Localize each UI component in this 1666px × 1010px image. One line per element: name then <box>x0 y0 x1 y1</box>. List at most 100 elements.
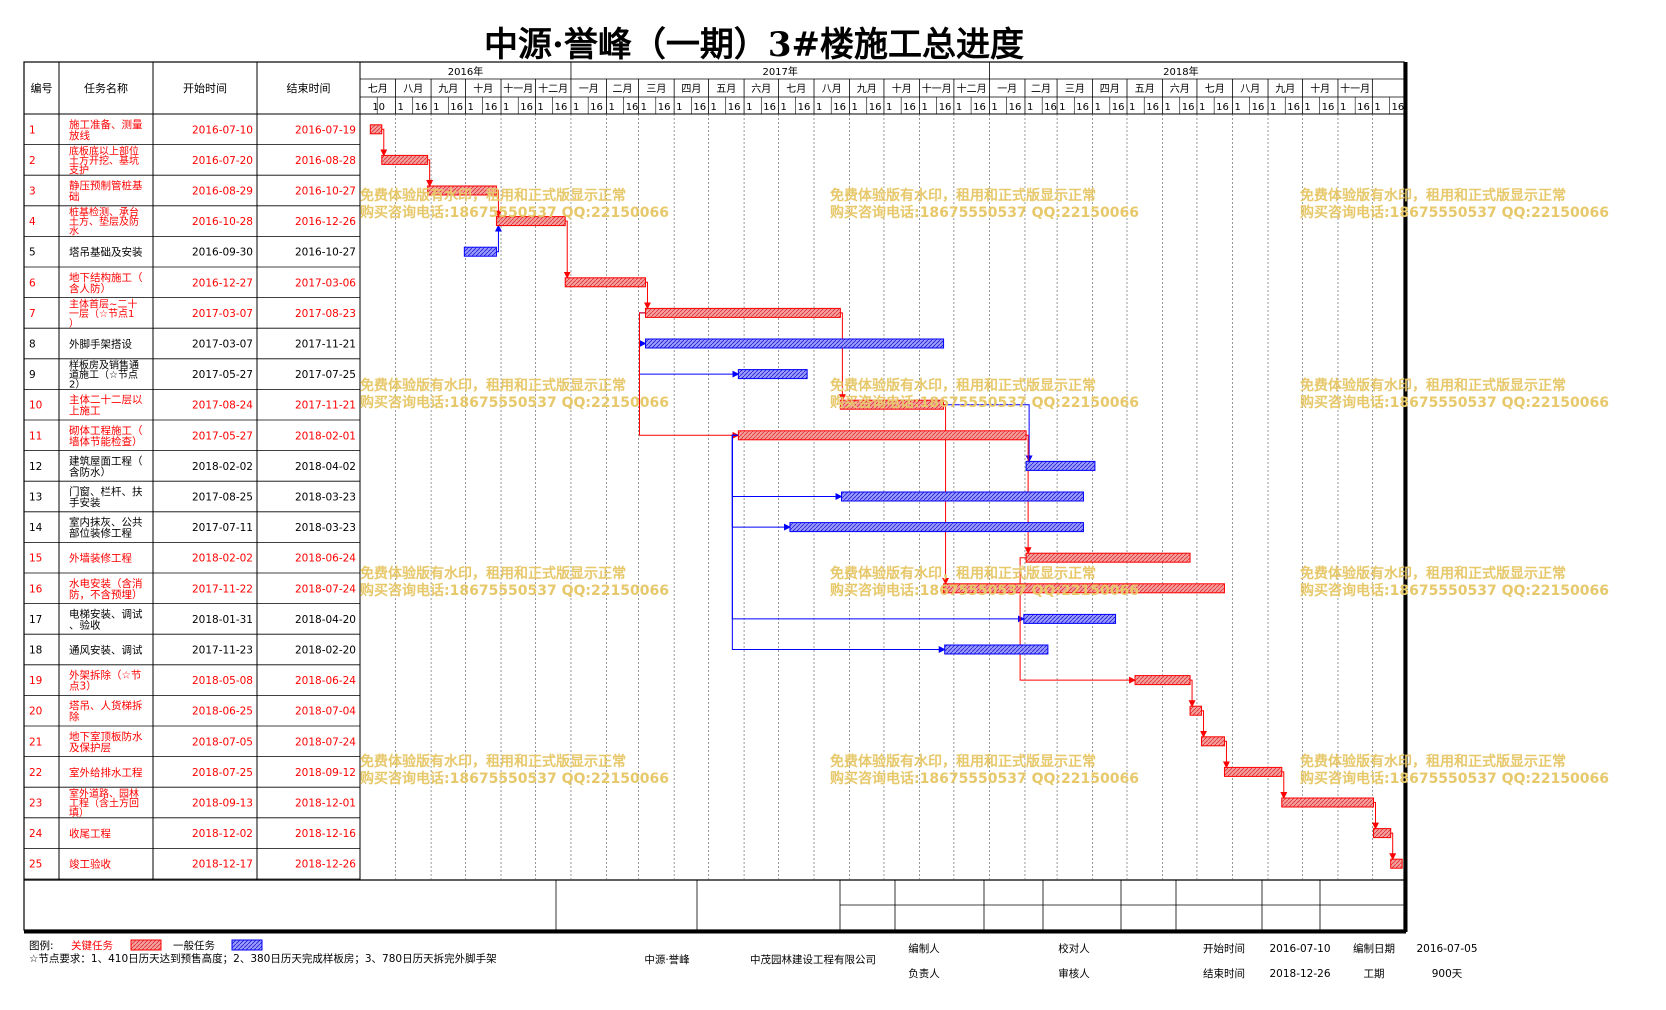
task-start: 2017-11-22 <box>192 583 253 595</box>
day-tick-label: 1 <box>1270 102 1276 113</box>
task-end: 2016-12-26 <box>295 216 356 228</box>
day-tick-label: 16 <box>939 102 952 113</box>
task-bar-21 <box>1201 736 1225 747</box>
task-bar-25 <box>1390 858 1403 869</box>
day-tick-label: 1 <box>1234 102 1240 113</box>
task-end: 2018-02-20 <box>295 645 356 657</box>
month-label: 二月 <box>613 83 633 95</box>
dependency-link <box>638 312 740 439</box>
day-tick-label: 1 <box>433 102 439 113</box>
task-end: 2018-03-23 <box>295 492 356 504</box>
day-tick-label: 1 <box>711 102 717 113</box>
dependency-link <box>838 312 846 402</box>
day-tick-label: 1 <box>1199 102 1205 113</box>
day-tick-label: 1 <box>676 102 682 113</box>
table-row: 2 底板底以上部位土方开挖、基坑支护 2016-07-20 2016-08-28 <box>29 144 356 176</box>
task-id: 24 <box>29 828 43 840</box>
task-start: 2018-02-02 <box>192 553 253 565</box>
dependency-link <box>426 159 434 187</box>
legend-critical-swatch <box>130 939 162 951</box>
task-start: 2018-06-25 <box>192 706 253 718</box>
task-name: 电梯安装、调试、验收 <box>69 607 143 631</box>
day-tick-label: 1 <box>780 102 786 113</box>
task-name: 收尾工程 <box>69 827 111 840</box>
task-bar-6 <box>564 277 646 288</box>
task-name: 地下室顶板防水及保护层 <box>69 730 143 754</box>
day-tick-label: 16 <box>1009 102 1022 113</box>
year-label: 2017年 <box>762 65 797 78</box>
month-label: 六月 <box>751 83 771 95</box>
month-label: 一月 <box>997 83 1017 95</box>
day-tick-label: 1 <box>1129 102 1135 113</box>
day-tick-label: 16 <box>1146 102 1159 113</box>
day-tick-label: 1 <box>816 102 822 113</box>
watermark-line1: 免费体验版有水印，租用和正式版显示正常 <box>1300 565 1566 582</box>
month-label: 一月 <box>579 83 599 95</box>
day-tick-label: 1 <box>398 102 404 113</box>
task-bar-12 <box>1025 460 1096 471</box>
table-row: 11 砌体工程施工（墙体节能检查） 2017-05-27 2018-02-01 <box>29 424 356 448</box>
day-tick-label: 1 <box>956 102 962 113</box>
day-tick-label: 16 <box>693 102 706 113</box>
task-end: 2018-06-24 <box>295 553 356 565</box>
task-bar-11 <box>737 430 1027 441</box>
watermark-line2: 购买咨询电话:18675550537 QQ:22150066 <box>1300 582 1609 599</box>
task-end: 2018-12-01 <box>295 798 356 810</box>
footer-company-short: 中源·誉峰 <box>644 953 690 966</box>
day-tick-label: 1 <box>641 102 647 113</box>
task-end: 2016-07-19 <box>295 124 356 136</box>
day-tick-label: 1 <box>1165 102 1171 113</box>
day-tick-label: 16 <box>1112 102 1125 113</box>
footer: 图例: 关键任务 一般任务 ☆节点要求：1、410日历天达到预售高度；2、380… <box>29 939 1478 980</box>
task-bar-13 <box>841 491 1084 502</box>
day-tick-label: 16 <box>1216 102 1229 113</box>
footer-start-value: 2016-07-10 <box>1269 943 1330 955</box>
task-end: 2018-03-23 <box>295 522 356 534</box>
table-row: 14 室内抹灰、公共部位装修工程 2017-07-11 2018-03-23 <box>29 516 356 540</box>
task-end: 2017-11-21 <box>295 400 356 412</box>
task-id: 1 <box>29 124 36 136</box>
table-row: 5 塔吊基础及安装 2016-09-30 2016-10-27 <box>29 246 356 259</box>
dependency-link <box>563 220 571 279</box>
task-end: 2016-08-28 <box>295 155 356 167</box>
watermark-line1: 免费体验版有水印，租用和正式版显示正常 <box>1300 377 1566 394</box>
table-row: 9 样板房及销售通道施工（☆节点 2） 2017-05-27 2017-07-25 <box>29 359 356 391</box>
footer-reviewer-label: 审核人 <box>1058 967 1090 980</box>
task-id: 7 <box>29 308 36 320</box>
task-name: 底板底以上部位土方开挖、基坑支护 <box>69 144 139 176</box>
month-label: 十月 <box>1310 82 1330 95</box>
watermark-line2: 购买咨询电话:18675550537 QQ:22150066 <box>360 770 669 787</box>
footer-date-value: 2016-07-05 <box>1416 943 1477 955</box>
month-label: 三月 <box>1065 83 1085 95</box>
task-start: 2016-07-10 <box>192 124 253 136</box>
task-id: 8 <box>29 339 36 351</box>
task-end: 2017-11-21 <box>295 339 356 351</box>
chart-title: 中源·誉峰（一期）3#楼施工总进度 <box>484 25 1024 65</box>
table-row: 6 地下结构施工（含人防） 2016-12-27 2017-03-06 <box>29 271 356 295</box>
task-id: 21 <box>29 736 42 748</box>
watermark-line2: 购买咨询电话:18675550537 QQ:22150066 <box>1300 394 1609 411</box>
task-bar-5 <box>463 246 497 257</box>
task-id: 13 <box>29 492 42 504</box>
task-start: 2018-07-25 <box>192 767 253 779</box>
month-label: 九月 <box>857 83 877 95</box>
watermark-line2: 购买咨询电话:18675550537 QQ:22150066 <box>1300 204 1609 221</box>
dependency-link <box>1389 832 1397 861</box>
task-start: 2017-05-27 <box>192 430 253 442</box>
table-row: 12 建筑屋面工程（含防水） 2018-02-02 2018-04-02 <box>29 454 356 478</box>
footer-date-label: 编制日期 <box>1353 942 1395 955</box>
table-row: 1 施工准备、测量放线 2016-07-10 2016-07-19 <box>29 118 356 142</box>
table-row: 22 室外给排水工程 2018-07-25 2018-09-12 <box>29 766 356 779</box>
day-tick-label: 16 <box>1392 102 1405 113</box>
day-tick-label: 16 <box>869 102 882 113</box>
table-row: 20 塔吊、人货梯拆除 2018-06-25 2018-07-04 <box>29 699 356 723</box>
task-start: 2017-05-27 <box>192 369 253 381</box>
task-bar-7 <box>644 307 841 318</box>
task-start: 2017-03-07 <box>192 308 253 320</box>
month-label: 二月 <box>1031 83 1051 95</box>
day-tick-label: 1 <box>921 102 927 113</box>
task-id: 6 <box>29 277 36 289</box>
task-bar-16 <box>943 583 1225 594</box>
task-name: 桩基检测、承台土方、垫层及防水 <box>69 206 139 238</box>
